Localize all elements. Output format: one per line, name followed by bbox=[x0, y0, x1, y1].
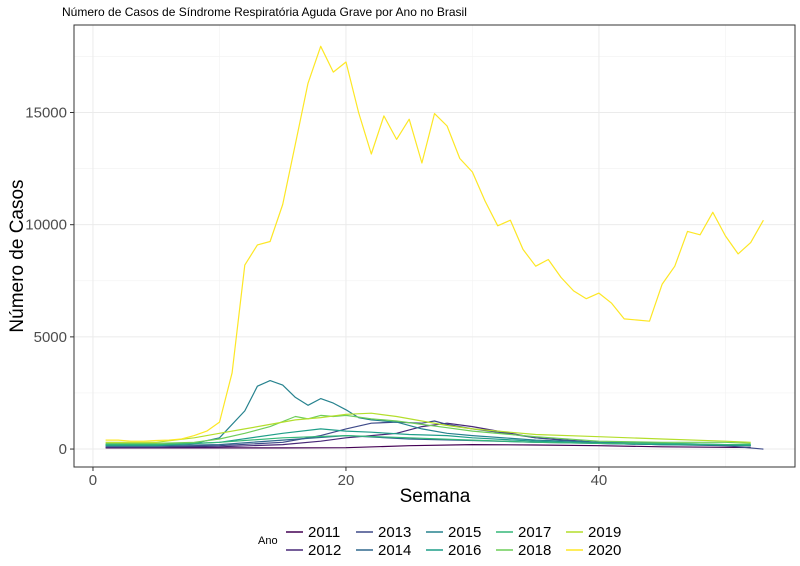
x-tick-label: 20 bbox=[338, 472, 355, 489]
plot-background bbox=[74, 25, 795, 467]
legend-title: Ano bbox=[258, 535, 278, 547]
x-tick-label: 40 bbox=[591, 472, 608, 489]
legend-label-2014: 2014 bbox=[378, 542, 411, 559]
series-line-2020 bbox=[105, 45, 764, 442]
y-tick-label: 5000 bbox=[34, 329, 67, 346]
legend-label-2020: 2020 bbox=[588, 542, 621, 559]
series-line-2018 bbox=[105, 414, 751, 444]
y-tick-label: 0 bbox=[59, 441, 67, 458]
legend-item-2019: 2019 bbox=[566, 524, 621, 541]
legend-label-2016: 2016 bbox=[448, 542, 481, 559]
legend-label-2019: 2019 bbox=[588, 524, 621, 541]
legend-item-2020: 2020 bbox=[566, 542, 621, 559]
series-line-2015 bbox=[105, 380, 751, 446]
series-line-2019 bbox=[105, 412, 751, 443]
series-line-2011 bbox=[105, 444, 751, 449]
legend-label-2013: 2013 bbox=[378, 524, 411, 541]
grid bbox=[74, 25, 795, 467]
chart-title: Número de Casos de Síndrome Respiratória… bbox=[62, 5, 467, 19]
plot-border bbox=[73, 24, 796, 468]
legend-item-2012: 2012 bbox=[286, 542, 341, 559]
series-layer bbox=[105, 45, 764, 450]
y-tick-label: 10000 bbox=[25, 217, 67, 234]
x-axis-title: Semana bbox=[400, 486, 471, 507]
x-axis: 0 20 40 bbox=[89, 467, 607, 489]
legend-label-2015: 2015 bbox=[448, 524, 481, 541]
legend-item-2013: 2013 bbox=[356, 524, 411, 541]
y-axis: 0 5000 10000 15000 bbox=[25, 105, 74, 458]
series-line-2016 bbox=[105, 428, 751, 447]
series-line-2017 bbox=[105, 435, 751, 446]
y-tick-label: 15000 bbox=[25, 105, 67, 122]
x-tick-label: 0 bbox=[89, 472, 97, 489]
legend-label-2011: 2011 bbox=[308, 524, 340, 541]
y-axis-title: Número de Casos bbox=[7, 179, 28, 332]
legend-item-2011: 2011 bbox=[286, 524, 340, 541]
legend-item-2017: 2017 bbox=[496, 524, 551, 541]
legend-label-2012: 2012 bbox=[308, 542, 341, 559]
legend-item-2014: 2014 bbox=[356, 542, 411, 559]
legend-label-2018: 2018 bbox=[518, 542, 551, 559]
legend-item-2015: 2015 bbox=[426, 524, 481, 541]
legend-item-2016: 2016 bbox=[426, 542, 481, 559]
legend-item-2018: 2018 bbox=[496, 542, 551, 559]
legend-label-2017: 2017 bbox=[518, 524, 551, 541]
plot-panel bbox=[73, 24, 796, 468]
